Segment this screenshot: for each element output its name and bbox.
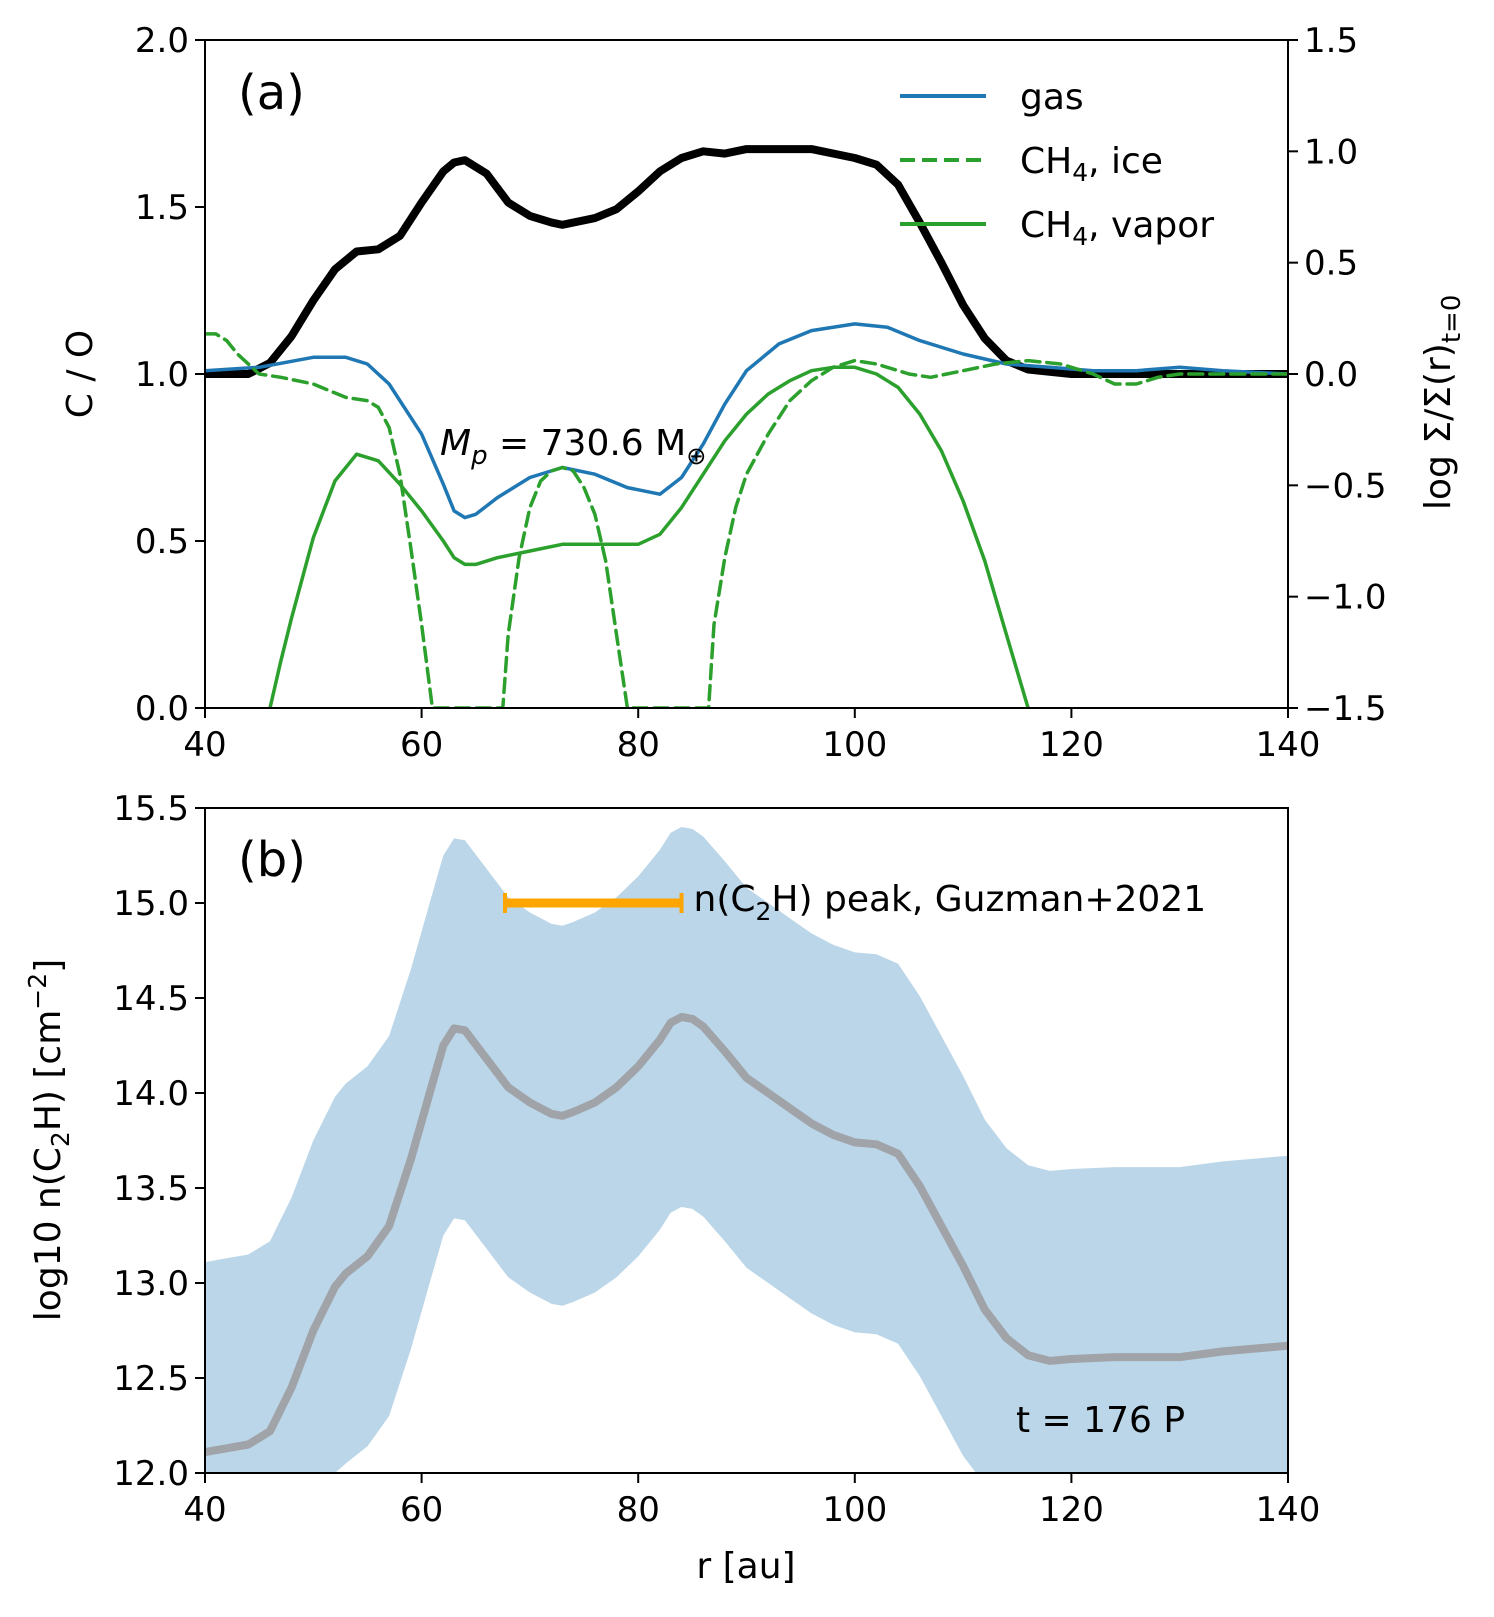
x-tick-label-100: 100	[822, 725, 887, 765]
panel-a: 40 60 80 100 120 140 0.0 0.5 1.0 1.5 2.0 −1.5 −1.0…	[60, 21, 1467, 765]
guzman-errorbar	[502, 893, 684, 913]
panel-b-ylabel: log10 n(C2H) [cm−2]	[23, 959, 75, 1321]
x-tick-label-120: 120	[1039, 725, 1104, 765]
x-tick-label-60: 60	[400, 725, 443, 765]
y-tick-label-0.5: 0.5	[135, 522, 189, 562]
b-y-tick-label-14.5: 14.5	[113, 979, 189, 1019]
panel-a-legend: gas CH4, ice CH4, vapor	[900, 77, 1214, 251]
panel-b-y-ticks: 12.0 12.5 13.0 13.5 14.0 14.5 15.0 15.5	[113, 789, 205, 1494]
panel-b-xlabel: r [au]	[696, 1546, 795, 1587]
b-x-tick-label-80: 80	[617, 1490, 660, 1530]
b-x-tick-label-100: 100	[822, 1490, 887, 1530]
planet-mass-m: M	[440, 423, 471, 464]
uncertainty-band	[205, 827, 1288, 1473]
b-x-tick-label-60: 60	[400, 1490, 443, 1530]
series-gas	[205, 322, 1288, 520]
legend-label-ch4-vapor: CH4, vapor	[1020, 205, 1214, 251]
b-y-tick-label-15.0: 15.0	[113, 884, 189, 924]
panel-a-label: (a)	[238, 65, 305, 121]
panel-b-x-ticks: 40 60 80 100 120 140	[183, 1473, 1320, 1530]
legend-entry-ch4-ice: CH4, ice	[900, 141, 1163, 187]
x-tick-label-140: 140	[1256, 725, 1321, 765]
panel-a-y-ticks: 0.0 0.5 1.0 1.5 2.0	[135, 21, 205, 729]
planet-mass-sub: p	[470, 441, 488, 471]
b-y-tick-label-15.5: 15.5	[113, 789, 189, 829]
b-y-tick-label-12.5: 12.5	[113, 1359, 189, 1399]
y-tick-label-0.0: 0.0	[135, 689, 189, 729]
y2-tick-label-1-0: −1.0	[1304, 578, 1387, 618]
y-tick-label-2.0: 2.0	[135, 21, 189, 61]
y-tick-label-1.0: 1.0	[135, 355, 189, 395]
panel-b-frame	[204, 807, 1289, 1474]
y2-tick-label-1-0: 1.0	[1304, 132, 1358, 172]
y2-tick-label-1-5: 1.5	[1304, 21, 1358, 61]
y2-tick-label-0-5: −0.5	[1304, 466, 1387, 506]
planet-mass-annotation: Mp = 730.6 M⊕	[440, 423, 706, 471]
legend-label-ch4-ice: CH4, ice	[1020, 141, 1163, 187]
y2-tick-label-0-0: 0.0	[1304, 355, 1358, 395]
panel-a-y2label-sub: t=0	[1437, 295, 1467, 344]
panel-a-y2-ticks: −1.5 −1.0 −0.5 0.0 0.5 1.0 1.5	[1288, 21, 1387, 729]
panel-b: 40 60 80 100 120 140 12.0 12.5 13.0 13.5 14.0 14.5…	[23, 789, 1320, 1587]
panel-b-label: (b)	[238, 832, 306, 888]
panel-a-series	[205, 145, 1288, 708]
legend-entry-ch4-vapor: CH4, vapor	[900, 205, 1214, 251]
series-ch4-ice	[205, 332, 1288, 708]
x-tick-label-40: 40	[183, 725, 226, 765]
planet-mass-value: = 730.6 M	[488, 423, 687, 464]
series-median	[205, 1013, 1288, 1457]
y-tick-label-1.5: 1.5	[135, 188, 189, 228]
y2-tick-label-1-5: −1.5	[1304, 689, 1387, 729]
b-x-tick-label-120: 120	[1039, 1490, 1104, 1530]
time-annotation: t = 176 P	[1016, 1400, 1185, 1441]
series-ch4-vapor	[268, 365, 1030, 708]
guzman-errorbar-label: n(C2H) peak, Guzman+2021	[694, 879, 1207, 926]
panel-a-ylabel: C / O	[60, 330, 101, 419]
panel-a-y2label-main: log Σ/Σ(r)	[1418, 343, 1459, 510]
y2-tick-label-0-5: 0.5	[1304, 244, 1358, 284]
legend-label-gas: gas	[1020, 77, 1084, 118]
b-y-tick-label-13.5: 13.5	[113, 1169, 189, 1209]
panel-b-series	[205, 827, 1288, 1473]
b-y-tick-label-12.0: 12.0	[113, 1454, 189, 1494]
panel-a-x-ticks: 40 60 80 100 120 140	[183, 708, 1320, 765]
b-x-tick-label-40: 40	[183, 1490, 226, 1530]
b-y-tick-label-13.0: 13.0	[113, 1264, 189, 1304]
earth-symbol: ⊕	[686, 442, 706, 470]
b-y-tick-label-14.0: 14.0	[113, 1074, 189, 1114]
panel-a-y2label: log Σ/Σ(r)t=0	[1418, 295, 1467, 510]
x-tick-label-80: 80	[617, 725, 660, 765]
series-log-r-t-0	[205, 145, 1288, 378]
legend-entry-gas: gas	[900, 77, 1084, 118]
b-x-tick-label-140: 140	[1256, 1490, 1321, 1530]
